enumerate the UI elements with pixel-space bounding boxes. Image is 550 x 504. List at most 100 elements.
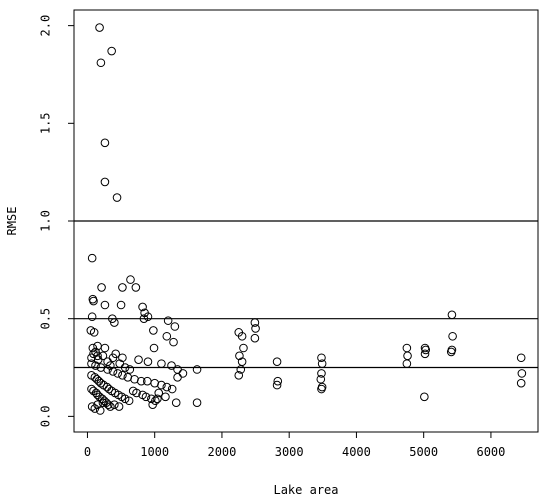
data-point — [132, 388, 141, 398]
data-point — [138, 302, 147, 312]
x-tick-label: 5000 — [409, 445, 438, 459]
data-point — [113, 369, 123, 378]
data-point — [402, 343, 412, 353]
data-point — [250, 318, 260, 327]
data-point — [93, 400, 102, 409]
data-point — [87, 312, 97, 322]
data-point — [516, 378, 526, 388]
data-point — [403, 351, 412, 361]
data-point — [107, 46, 116, 56]
data-point — [148, 400, 157, 409]
data-point — [317, 359, 327, 368]
data-point — [139, 314, 149, 323]
data-point — [167, 384, 177, 394]
data-point — [114, 402, 124, 411]
data-point — [235, 351, 244, 361]
data-point — [118, 283, 127, 292]
x-tick-label: 4000 — [342, 445, 371, 459]
data-point — [162, 331, 172, 341]
data-point — [192, 398, 202, 407]
data-point — [272, 380, 282, 390]
data-point — [170, 322, 180, 331]
data-point — [420, 392, 429, 402]
data-point — [272, 357, 282, 366]
data-point — [143, 357, 153, 366]
data-point — [163, 316, 173, 325]
data-point — [91, 347, 100, 357]
data-point — [161, 392, 170, 402]
data-point — [89, 296, 98, 306]
data-point — [171, 398, 181, 407]
y-tick-label: 1.5 — [39, 112, 53, 134]
data-point — [317, 353, 326, 363]
data-point — [97, 283, 106, 292]
data-point — [169, 337, 178, 347]
data-point — [420, 349, 430, 359]
data-point — [126, 275, 135, 284]
data-point — [192, 365, 202, 374]
data-point — [517, 369, 527, 378]
data-point — [402, 359, 412, 368]
data-point — [91, 361, 100, 370]
data-point — [173, 372, 182, 382]
data-point — [118, 353, 127, 363]
axes-layer: 0 1000 2000 3000 4000 5000 6000 0.0 0.5 1.0 1.5 2.0 — [39, 15, 506, 459]
data-point — [100, 177, 110, 187]
data-point — [112, 193, 122, 202]
data-point — [273, 376, 283, 386]
y-axis-label: RMSE — [5, 207, 19, 236]
data-point — [116, 300, 126, 310]
data-point — [98, 398, 108, 407]
data-point — [447, 310, 457, 320]
data-point — [448, 331, 457, 341]
y-tick-label: 2.0 — [39, 15, 53, 37]
data-point — [134, 355, 143, 365]
data-point — [110, 318, 119, 327]
data-point — [251, 324, 260, 333]
x-tick-label: 6000 — [476, 445, 505, 459]
data-point — [98, 351, 108, 361]
data-point — [317, 384, 326, 394]
data-point — [108, 367, 118, 376]
data-point — [87, 253, 97, 263]
data-point — [149, 343, 159, 353]
data-point — [106, 361, 115, 370]
data-point — [239, 343, 248, 353]
y-tick-label: 0.0 — [39, 406, 53, 428]
data-point — [317, 369, 326, 378]
data-point — [100, 138, 110, 148]
y-tick-label: 1.0 — [39, 210, 53, 232]
y-tick-label: 0.5 — [39, 308, 53, 330]
points-layer — [86, 23, 527, 415]
data-point — [153, 394, 162, 404]
data-point — [143, 312, 153, 322]
data-point — [157, 380, 166, 390]
data-point — [316, 374, 326, 384]
data-point — [110, 400, 119, 409]
data-point — [446, 347, 456, 357]
data-point — [95, 406, 105, 415]
data-point — [234, 371, 244, 380]
data-point — [250, 333, 260, 343]
x-tick-label: 1000 — [140, 445, 169, 459]
data-point — [120, 394, 130, 404]
plot-layer — [73, 9, 539, 433]
data-point — [516, 353, 526, 363]
data-point — [154, 388, 164, 398]
data-point — [124, 396, 134, 406]
data-point — [167, 361, 176, 370]
data-point — [162, 382, 172, 392]
x-tick-label: 3000 — [275, 445, 304, 459]
data-point — [421, 345, 430, 355]
data-point — [120, 363, 130, 372]
x-tick-label: 0 — [84, 445, 91, 459]
data-point — [236, 365, 246, 374]
data-point — [149, 326, 158, 335]
data-point — [87, 359, 96, 368]
data-point — [118, 371, 127, 380]
data-point — [106, 402, 115, 411]
data-point — [95, 23, 104, 32]
data-point — [147, 394, 156, 404]
data-point — [89, 328, 99, 337]
